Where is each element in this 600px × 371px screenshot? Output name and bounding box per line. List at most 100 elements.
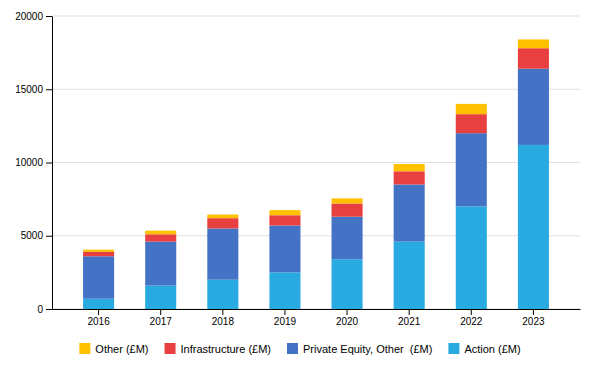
bar (456, 114, 487, 133)
axis-line (52, 17, 53, 310)
series (83, 39, 549, 251)
tick: 2023 (522, 309, 545, 327)
plot: 0 5000 10000 15000 20000 2016 2017 2018 2019 2020… (15, 11, 580, 327)
tick-label: 2020 (336, 316, 359, 327)
tick-label: 15000 (15, 84, 43, 95)
bar (269, 272, 300, 309)
chart: 0 5000 10000 15000 20000 2016 2017 2018 2019 2020… (0, 0, 600, 371)
legend-swatch (79, 343, 90, 354)
tick-mark (160, 309, 161, 315)
axis-line (53, 309, 581, 310)
bar (456, 133, 487, 206)
series (83, 48, 549, 256)
tick-label: 2023 (522, 316, 545, 327)
legend-swatch (165, 343, 176, 354)
legend-swatch (448, 343, 459, 354)
grid-line (52, 89, 580, 90)
bar (332, 259, 363, 309)
legend-label: Action (£M) (464, 343, 520, 355)
tick: 15000 (15, 84, 52, 95)
bar (518, 48, 549, 69)
tick-label: 2016 (87, 316, 110, 327)
bar (518, 145, 549, 309)
bar (145, 286, 176, 309)
bar (394, 171, 425, 184)
tick-mark (533, 309, 534, 315)
tick-label: 5000 (21, 230, 44, 241)
bar (332, 198, 363, 203)
tick-mark (409, 309, 410, 315)
tick: 10000 (15, 157, 52, 168)
bar (207, 218, 238, 228)
tick-mark (471, 309, 472, 315)
tick-mark (46, 309, 52, 310)
tick-mark (46, 236, 52, 237)
x-axis: 2016 2017 2018 2019 2020 2021 2022 2023 (53, 309, 581, 327)
bar (394, 242, 425, 309)
bar (456, 206, 487, 309)
bar (518, 69, 549, 145)
legend-label: Other (£M) (95, 343, 148, 355)
legend-item: Other (£M) (79, 343, 148, 355)
bar (269, 215, 300, 225)
grid-line (52, 162, 580, 163)
tick-label: 2021 (398, 316, 421, 327)
tick-label: 2019 (274, 316, 297, 327)
tick-label: 2018 (212, 316, 235, 327)
legend: Other (£M) Infrastructure (£M) Private Equ… (79, 343, 520, 355)
y-axis: 0 5000 10000 15000 20000 (15, 11, 52, 315)
tick: 2019 (274, 309, 297, 327)
tick-mark (46, 163, 52, 164)
legend-item: Infrastructure (£M) (165, 343, 271, 355)
tick-mark (222, 309, 223, 315)
tick: 2017 (150, 309, 173, 327)
tick-mark (98, 309, 99, 315)
grid-line (52, 235, 580, 236)
tick-label: 20000 (15, 11, 43, 22)
bar (269, 225, 300, 272)
tick-label: 2022 (460, 316, 483, 327)
bar (394, 164, 425, 171)
bar (332, 204, 363, 217)
bar (145, 231, 176, 235)
tick-label: 0 (37, 304, 43, 315)
tick-label: 10000 (15, 157, 43, 168)
grid-line (52, 309, 580, 310)
bar (456, 104, 487, 114)
bar (394, 184, 425, 241)
legend-item: Private Equity, Other (£M) (287, 343, 432, 355)
tick: 20000 (15, 11, 52, 22)
tick: 2022 (460, 309, 483, 327)
legend-label: Private Equity, Other (£M) (303, 343, 432, 355)
bar (207, 228, 238, 279)
tick-mark (284, 309, 285, 315)
bar (207, 215, 238, 219)
series (83, 69, 549, 299)
bar (207, 280, 238, 309)
bar (518, 39, 549, 48)
grid (52, 16, 580, 309)
legend-swatch (287, 343, 298, 354)
tick-mark (46, 89, 52, 90)
legend-label: Infrastructure (£M) (181, 343, 271, 355)
tick: 0 (37, 304, 52, 315)
tick: 5000 (21, 230, 52, 241)
bar (83, 256, 114, 298)
tick: 2016 (87, 309, 110, 327)
bar (83, 250, 114, 252)
bar (332, 217, 363, 259)
bar (83, 252, 114, 256)
bar (83, 299, 114, 309)
bar (145, 242, 176, 286)
grid-line (52, 16, 580, 17)
tick: 2018 (212, 309, 235, 327)
tick-mark (347, 309, 348, 315)
tick-mark (46, 16, 52, 17)
tick: 2021 (398, 309, 421, 327)
bars (83, 39, 549, 309)
legend-item: Action (£M) (448, 343, 520, 355)
tick: 2020 (336, 309, 359, 327)
bar (145, 234, 176, 241)
bar (269, 210, 300, 215)
tick-label: 2017 (150, 316, 173, 327)
